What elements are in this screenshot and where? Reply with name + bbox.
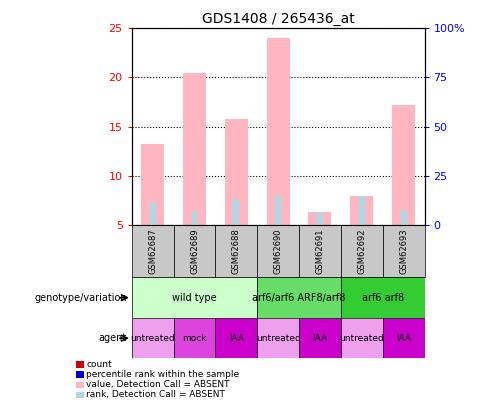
Text: untreated: untreated: [256, 334, 301, 343]
Text: IAA: IAA: [229, 334, 244, 343]
Bar: [141, 144, 164, 225]
Bar: [350, 196, 373, 225]
Text: mock: mock: [182, 334, 207, 343]
Bar: [174, 318, 215, 358]
Bar: [341, 225, 383, 277]
Bar: [192, 211, 197, 225]
Bar: [383, 225, 425, 277]
Bar: [383, 318, 425, 358]
Text: value, Detection Call = ABSENT: value, Detection Call = ABSENT: [86, 380, 230, 389]
Bar: [132, 225, 174, 277]
Text: GSM62688: GSM62688: [232, 228, 241, 274]
Text: IAA: IAA: [396, 334, 411, 343]
Bar: [215, 318, 257, 358]
Bar: [257, 277, 341, 318]
Bar: [341, 318, 383, 358]
Bar: [341, 277, 425, 318]
Bar: [174, 225, 215, 277]
Text: arf6 arf8: arf6 arf8: [362, 293, 404, 303]
Text: untreated: untreated: [340, 334, 384, 343]
Bar: [359, 196, 365, 225]
Text: GSM62691: GSM62691: [315, 228, 325, 274]
Text: genotype/variation: genotype/variation: [34, 293, 127, 303]
Bar: [225, 119, 248, 225]
Text: agent: agent: [99, 333, 127, 343]
Bar: [299, 318, 341, 358]
Bar: [132, 318, 174, 358]
Bar: [266, 38, 290, 225]
Bar: [275, 195, 281, 225]
Text: GSM62692: GSM62692: [357, 228, 366, 274]
Bar: [233, 199, 239, 225]
Bar: [401, 210, 407, 225]
Text: rank, Detection Call = ABSENT: rank, Detection Call = ABSENT: [86, 390, 225, 399]
Text: wild type: wild type: [172, 293, 217, 303]
Bar: [257, 225, 299, 277]
Bar: [132, 277, 257, 318]
Text: arf6/arf6 ARF8/arf8: arf6/arf6 ARF8/arf8: [252, 293, 346, 303]
Bar: [215, 225, 257, 277]
Bar: [183, 72, 206, 225]
Bar: [392, 105, 415, 225]
Text: GSM62690: GSM62690: [274, 228, 283, 274]
Text: IAA: IAA: [312, 334, 327, 343]
Bar: [308, 212, 331, 225]
Text: GSM62693: GSM62693: [399, 228, 408, 274]
Text: untreated: untreated: [130, 334, 175, 343]
Text: percentile rank within the sample: percentile rank within the sample: [86, 370, 240, 379]
Text: GSM62689: GSM62689: [190, 228, 199, 274]
Bar: [317, 212, 323, 225]
Text: count: count: [86, 360, 112, 369]
Title: GDS1408 / 265436_at: GDS1408 / 265436_at: [202, 12, 355, 26]
Bar: [257, 318, 299, 358]
Text: GSM62687: GSM62687: [148, 228, 157, 274]
Bar: [299, 225, 341, 277]
Bar: [150, 202, 156, 225]
